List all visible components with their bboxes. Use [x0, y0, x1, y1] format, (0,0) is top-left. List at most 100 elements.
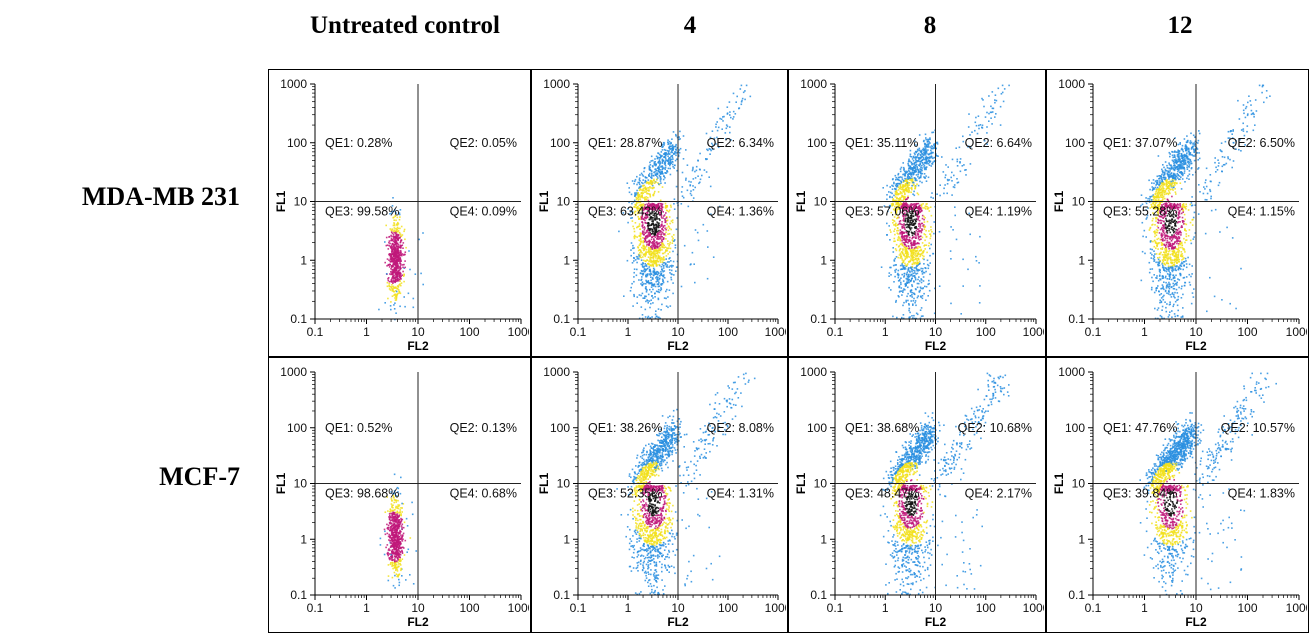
scatter-point [677, 154, 680, 156]
scatter-point [395, 299, 398, 301]
scatter-point [929, 160, 932, 163]
scatter-point [916, 233, 919, 235]
scatter-point [916, 215, 919, 218]
scatter-point [386, 258, 389, 260]
x-tick-label: 100 [718, 325, 738, 339]
scatter-point [916, 247, 919, 250]
scatter-point [893, 194, 895, 197]
scatter-point [669, 265, 672, 267]
scatter-point [1168, 222, 1170, 225]
scatter-point [394, 247, 397, 249]
scatter-point [391, 256, 393, 259]
scatter-point [921, 162, 924, 164]
scatter-point [654, 174, 657, 176]
scatter-point [651, 218, 653, 221]
scatter-point [648, 172, 651, 175]
scatter-point [912, 223, 915, 226]
scatter-point [653, 259, 655, 262]
scatter-point [917, 152, 920, 155]
scatter-point [1185, 203, 1187, 206]
scatter-point [1166, 164, 1168, 167]
scatter-point [895, 268, 897, 271]
scatter-point [908, 158, 910, 161]
scatter-point [668, 140, 671, 143]
scatter-point [909, 204, 912, 206]
scatter-point [904, 247, 907, 250]
scatter-point [642, 192, 644, 194]
scatter-point [637, 198, 640, 201]
scatter-point [638, 207, 641, 210]
scatter-point [659, 261, 662, 263]
scatter-point [1171, 264, 1174, 267]
scatter-point [889, 191, 892, 194]
scatter-point [892, 315, 894, 318]
scatter-point [647, 187, 649, 189]
scatter-point [651, 204, 653, 206]
scatter-point [656, 233, 659, 235]
scatter-point [394, 281, 396, 283]
scatter-point [1180, 212, 1183, 215]
scatter-point [644, 265, 646, 267]
scatter-point [651, 220, 653, 223]
scatter-point [659, 226, 661, 228]
scatter-point [398, 274, 401, 277]
scatter-point [915, 255, 917, 258]
scatter-point [907, 176, 909, 178]
scatter-point [644, 191, 646, 193]
scatter-point [388, 282, 391, 285]
scatter-point [920, 248, 922, 251]
scatter-point [390, 254, 392, 256]
scatter-point [679, 138, 681, 140]
scatter-point [925, 158, 928, 161]
scatter-point [916, 282, 919, 285]
scatter-point [653, 217, 656, 219]
scatter-point [661, 146, 663, 148]
scatter-point [924, 285, 926, 288]
scatter-point [645, 274, 647, 277]
scatter-point [650, 205, 653, 208]
x-axis-label: FL2 [667, 339, 689, 353]
scatter-point [732, 110, 735, 113]
scatter-point [649, 194, 651, 196]
scatter-point [646, 215, 649, 218]
scatter-point [1160, 228, 1163, 230]
scatter-point [392, 279, 395, 282]
scatter-point [1214, 208, 1217, 211]
scatter-point [645, 265, 648, 267]
scatter-point [926, 156, 929, 159]
scatter-point [1140, 204, 1142, 207]
scatter-point [903, 226, 905, 229]
scatter-point [395, 212, 397, 214]
scatter-point [896, 192, 898, 194]
scatter-point [671, 163, 674, 166]
scatter-point [644, 295, 646, 297]
scatter-point [907, 235, 909, 238]
scatter-point [957, 181, 960, 184]
scatter-point [397, 243, 399, 246]
scatter-point [1164, 253, 1167, 256]
scatter-point [642, 227, 644, 229]
scatter-point [667, 247, 670, 249]
scatter-point [703, 169, 706, 171]
scatter-point [913, 233, 916, 235]
scatter-point [668, 210, 670, 213]
scatter-point [699, 181, 701, 184]
scatter-point [648, 208, 651, 210]
scatter-point [1181, 255, 1184, 257]
scatter-point [896, 316, 898, 319]
scatter-point [695, 165, 698, 168]
scatter-point [396, 272, 399, 274]
scatter-point [893, 259, 895, 261]
scatter-point [898, 199, 901, 201]
scatter-point [397, 245, 400, 248]
scatter-point [663, 274, 665, 276]
scatter-point [909, 221, 912, 224]
scatter-point [644, 188, 647, 191]
scatter-point [912, 254, 914, 257]
scatter-point [914, 270, 916, 272]
scatter-point [956, 160, 959, 163]
scatter-point [715, 126, 717, 128]
scatter-point [899, 187, 901, 190]
scatter-point [682, 158, 685, 160]
